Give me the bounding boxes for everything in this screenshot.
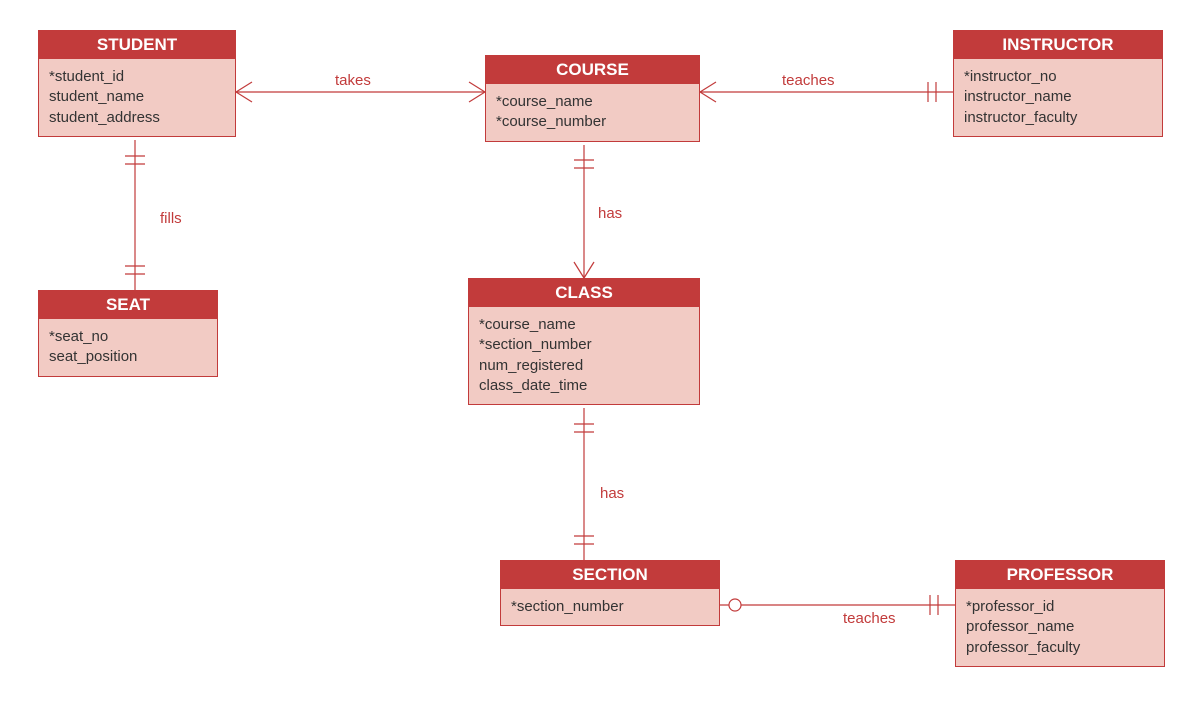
entity-class: CLASS *course_name *section_number num_r… (468, 278, 700, 405)
attr: seat_position (49, 347, 207, 367)
entity-student: STUDENT *student_id student_name student… (38, 30, 236, 137)
attr: num_registered (479, 356, 689, 376)
attr: *instructor_no (964, 67, 1152, 87)
entity-seat-body: *seat_no seat_position (39, 319, 217, 376)
entity-instructor: INSTRUCTOR *instructor_no instructor_nam… (953, 30, 1163, 137)
entity-student-title: STUDENT (39, 31, 235, 59)
rel-label-takes: takes (335, 72, 371, 89)
attr: *course_name (479, 315, 689, 335)
attr: student_name (49, 87, 225, 107)
attr: *section_number (479, 335, 689, 355)
rel-label-has1: has (598, 205, 622, 222)
rel-label-fills: fills (160, 210, 182, 227)
attr: *section_number (511, 597, 709, 617)
attr: professor_name (966, 617, 1154, 637)
attr: *course_number (496, 112, 689, 132)
entity-section-title: SECTION (501, 561, 719, 589)
entity-course: COURSE *course_name *course_number (485, 55, 700, 142)
entity-section-body: *section_number (501, 589, 719, 625)
entity-seat: SEAT *seat_no seat_position (38, 290, 218, 377)
entity-instructor-title: INSTRUCTOR (954, 31, 1162, 59)
entity-course-title: COURSE (486, 56, 699, 84)
attr: *seat_no (49, 327, 207, 347)
rel-label-teaches2: teaches (843, 610, 896, 627)
rel-label-teaches1: teaches (782, 72, 835, 89)
entity-section: SECTION *section_number (500, 560, 720, 626)
attr: class_date_time (479, 376, 689, 396)
entity-instructor-body: *instructor_no instructor_name instructo… (954, 59, 1162, 136)
entity-student-body: *student_id student_name student_address (39, 59, 235, 136)
attr: *course_name (496, 92, 689, 112)
entity-class-body: *course_name *section_number num_registe… (469, 307, 699, 404)
entity-course-body: *course_name *course_number (486, 84, 699, 141)
attr: *student_id (49, 67, 225, 87)
attr: instructor_name (964, 87, 1152, 107)
attr: professor_faculty (966, 638, 1154, 658)
rel-label-has2: has (600, 485, 624, 502)
attr: student_address (49, 108, 225, 128)
attr: instructor_faculty (964, 108, 1152, 128)
attr: *professor_id (966, 597, 1154, 617)
entity-professor-title: PROFESSOR (956, 561, 1164, 589)
entity-class-title: CLASS (469, 279, 699, 307)
entity-professor: PROFESSOR *professor_id professor_name p… (955, 560, 1165, 667)
entity-seat-title: SEAT (39, 291, 217, 319)
entity-professor-body: *professor_id professor_name professor_f… (956, 589, 1164, 666)
